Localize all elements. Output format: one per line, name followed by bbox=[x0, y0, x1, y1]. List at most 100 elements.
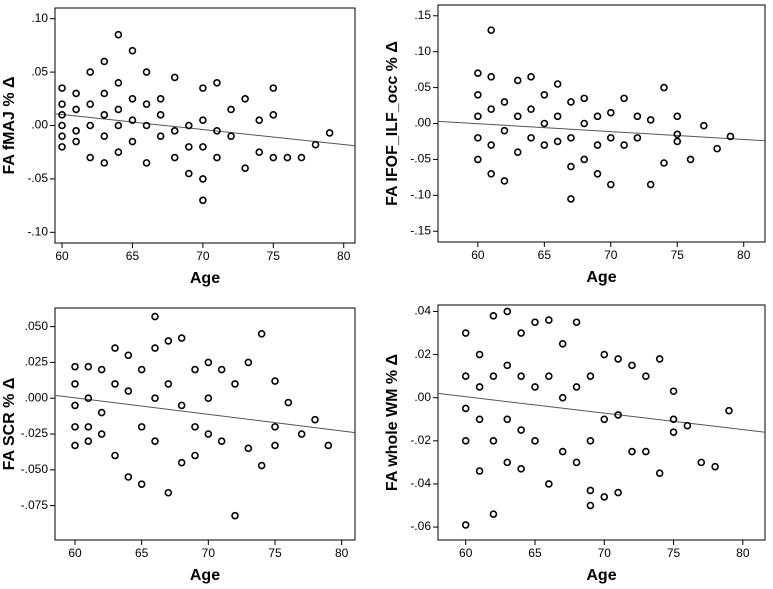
point bbox=[72, 89, 80, 98]
point bbox=[177, 458, 186, 467]
point bbox=[142, 100, 151, 108]
point bbox=[86, 153, 95, 162]
y-tick-label: .10 bbox=[414, 44, 431, 58]
point bbox=[642, 372, 650, 380]
plot-frame bbox=[437, 4, 766, 243]
x-tick-label: 65 bbox=[528, 546, 542, 560]
point bbox=[199, 84, 207, 92]
point bbox=[586, 437, 595, 445]
point bbox=[669, 428, 678, 437]
point bbox=[124, 351, 133, 360]
point bbox=[297, 430, 306, 438]
point bbox=[151, 394, 159, 403]
y-tick-label: .04 bbox=[414, 304, 431, 318]
point bbox=[673, 130, 682, 139]
point bbox=[567, 162, 575, 171]
x-tick-label: 75 bbox=[267, 249, 281, 263]
point bbox=[213, 78, 221, 87]
point bbox=[71, 401, 79, 410]
y-tick-label: .15 bbox=[414, 8, 431, 22]
point bbox=[137, 480, 146, 488]
x-tick-label: 65 bbox=[538, 248, 552, 262]
point bbox=[137, 365, 146, 374]
point bbox=[503, 458, 512, 467]
point bbox=[487, 169, 495, 178]
point bbox=[255, 148, 264, 157]
x-tick-label: 80 bbox=[337, 249, 351, 263]
point bbox=[271, 423, 279, 431]
point bbox=[271, 377, 279, 385]
point bbox=[170, 153, 179, 162]
point bbox=[204, 430, 213, 438]
point bbox=[726, 132, 735, 141]
point bbox=[231, 511, 239, 520]
point bbox=[128, 46, 137, 55]
point bbox=[553, 137, 562, 146]
point bbox=[620, 141, 628, 149]
x-tick-label: 75 bbox=[667, 546, 681, 560]
point bbox=[177, 401, 186, 410]
point bbox=[461, 437, 470, 445]
point bbox=[199, 175, 207, 183]
point bbox=[655, 355, 664, 363]
x-tick-label: 70 bbox=[202, 546, 216, 560]
y-tick-label: .05 bbox=[31, 64, 48, 78]
point bbox=[474, 155, 482, 164]
point bbox=[461, 372, 470, 380]
point bbox=[513, 76, 522, 85]
x-tick-label: 75 bbox=[671, 248, 685, 262]
x-tick-label: 80 bbox=[335, 546, 349, 560]
point bbox=[607, 180, 615, 189]
point bbox=[244, 358, 253, 367]
point bbox=[461, 329, 470, 337]
point bbox=[58, 143, 66, 151]
point bbox=[269, 153, 278, 162]
point bbox=[711, 462, 719, 471]
point bbox=[580, 155, 589, 164]
point bbox=[199, 196, 207, 205]
y-tick-label: .025 bbox=[25, 355, 49, 369]
point bbox=[191, 423, 199, 431]
plot-frame bbox=[54, 307, 356, 541]
point bbox=[540, 119, 549, 128]
x-axis-label: Age bbox=[190, 270, 220, 287]
point bbox=[100, 57, 109, 66]
point bbox=[633, 134, 642, 142]
point bbox=[558, 340, 567, 348]
point bbox=[517, 372, 525, 380]
point bbox=[487, 73, 495, 81]
point bbox=[725, 406, 733, 415]
point bbox=[593, 169, 602, 178]
point bbox=[586, 372, 595, 380]
point bbox=[86, 121, 95, 130]
point bbox=[531, 383, 539, 391]
point bbox=[71, 362, 79, 371]
point bbox=[111, 380, 119, 388]
point bbox=[97, 430, 106, 438]
point bbox=[100, 159, 109, 167]
point bbox=[241, 94, 249, 103]
point bbox=[558, 393, 567, 402]
x-tick-label: 65 bbox=[126, 249, 140, 263]
x-tick-label: 75 bbox=[268, 546, 282, 560]
fit-line bbox=[54, 394, 356, 434]
point bbox=[137, 423, 146, 431]
point bbox=[527, 105, 535, 113]
point bbox=[553, 80, 562, 88]
point bbox=[97, 365, 106, 374]
point bbox=[461, 404, 470, 413]
point bbox=[586, 486, 595, 495]
point bbox=[283, 153, 292, 162]
point bbox=[475, 383, 484, 391]
point bbox=[100, 132, 109, 140]
y-tick-label: -.15 bbox=[410, 223, 431, 237]
y-tick-label: -.02 bbox=[410, 433, 431, 447]
point bbox=[255, 116, 264, 124]
y-tick-label: -.10 bbox=[27, 224, 48, 238]
point bbox=[607, 134, 615, 142]
x-tick-label: 60 bbox=[459, 546, 473, 560]
point bbox=[58, 121, 66, 130]
point bbox=[503, 415, 512, 424]
point bbox=[545, 480, 553, 488]
